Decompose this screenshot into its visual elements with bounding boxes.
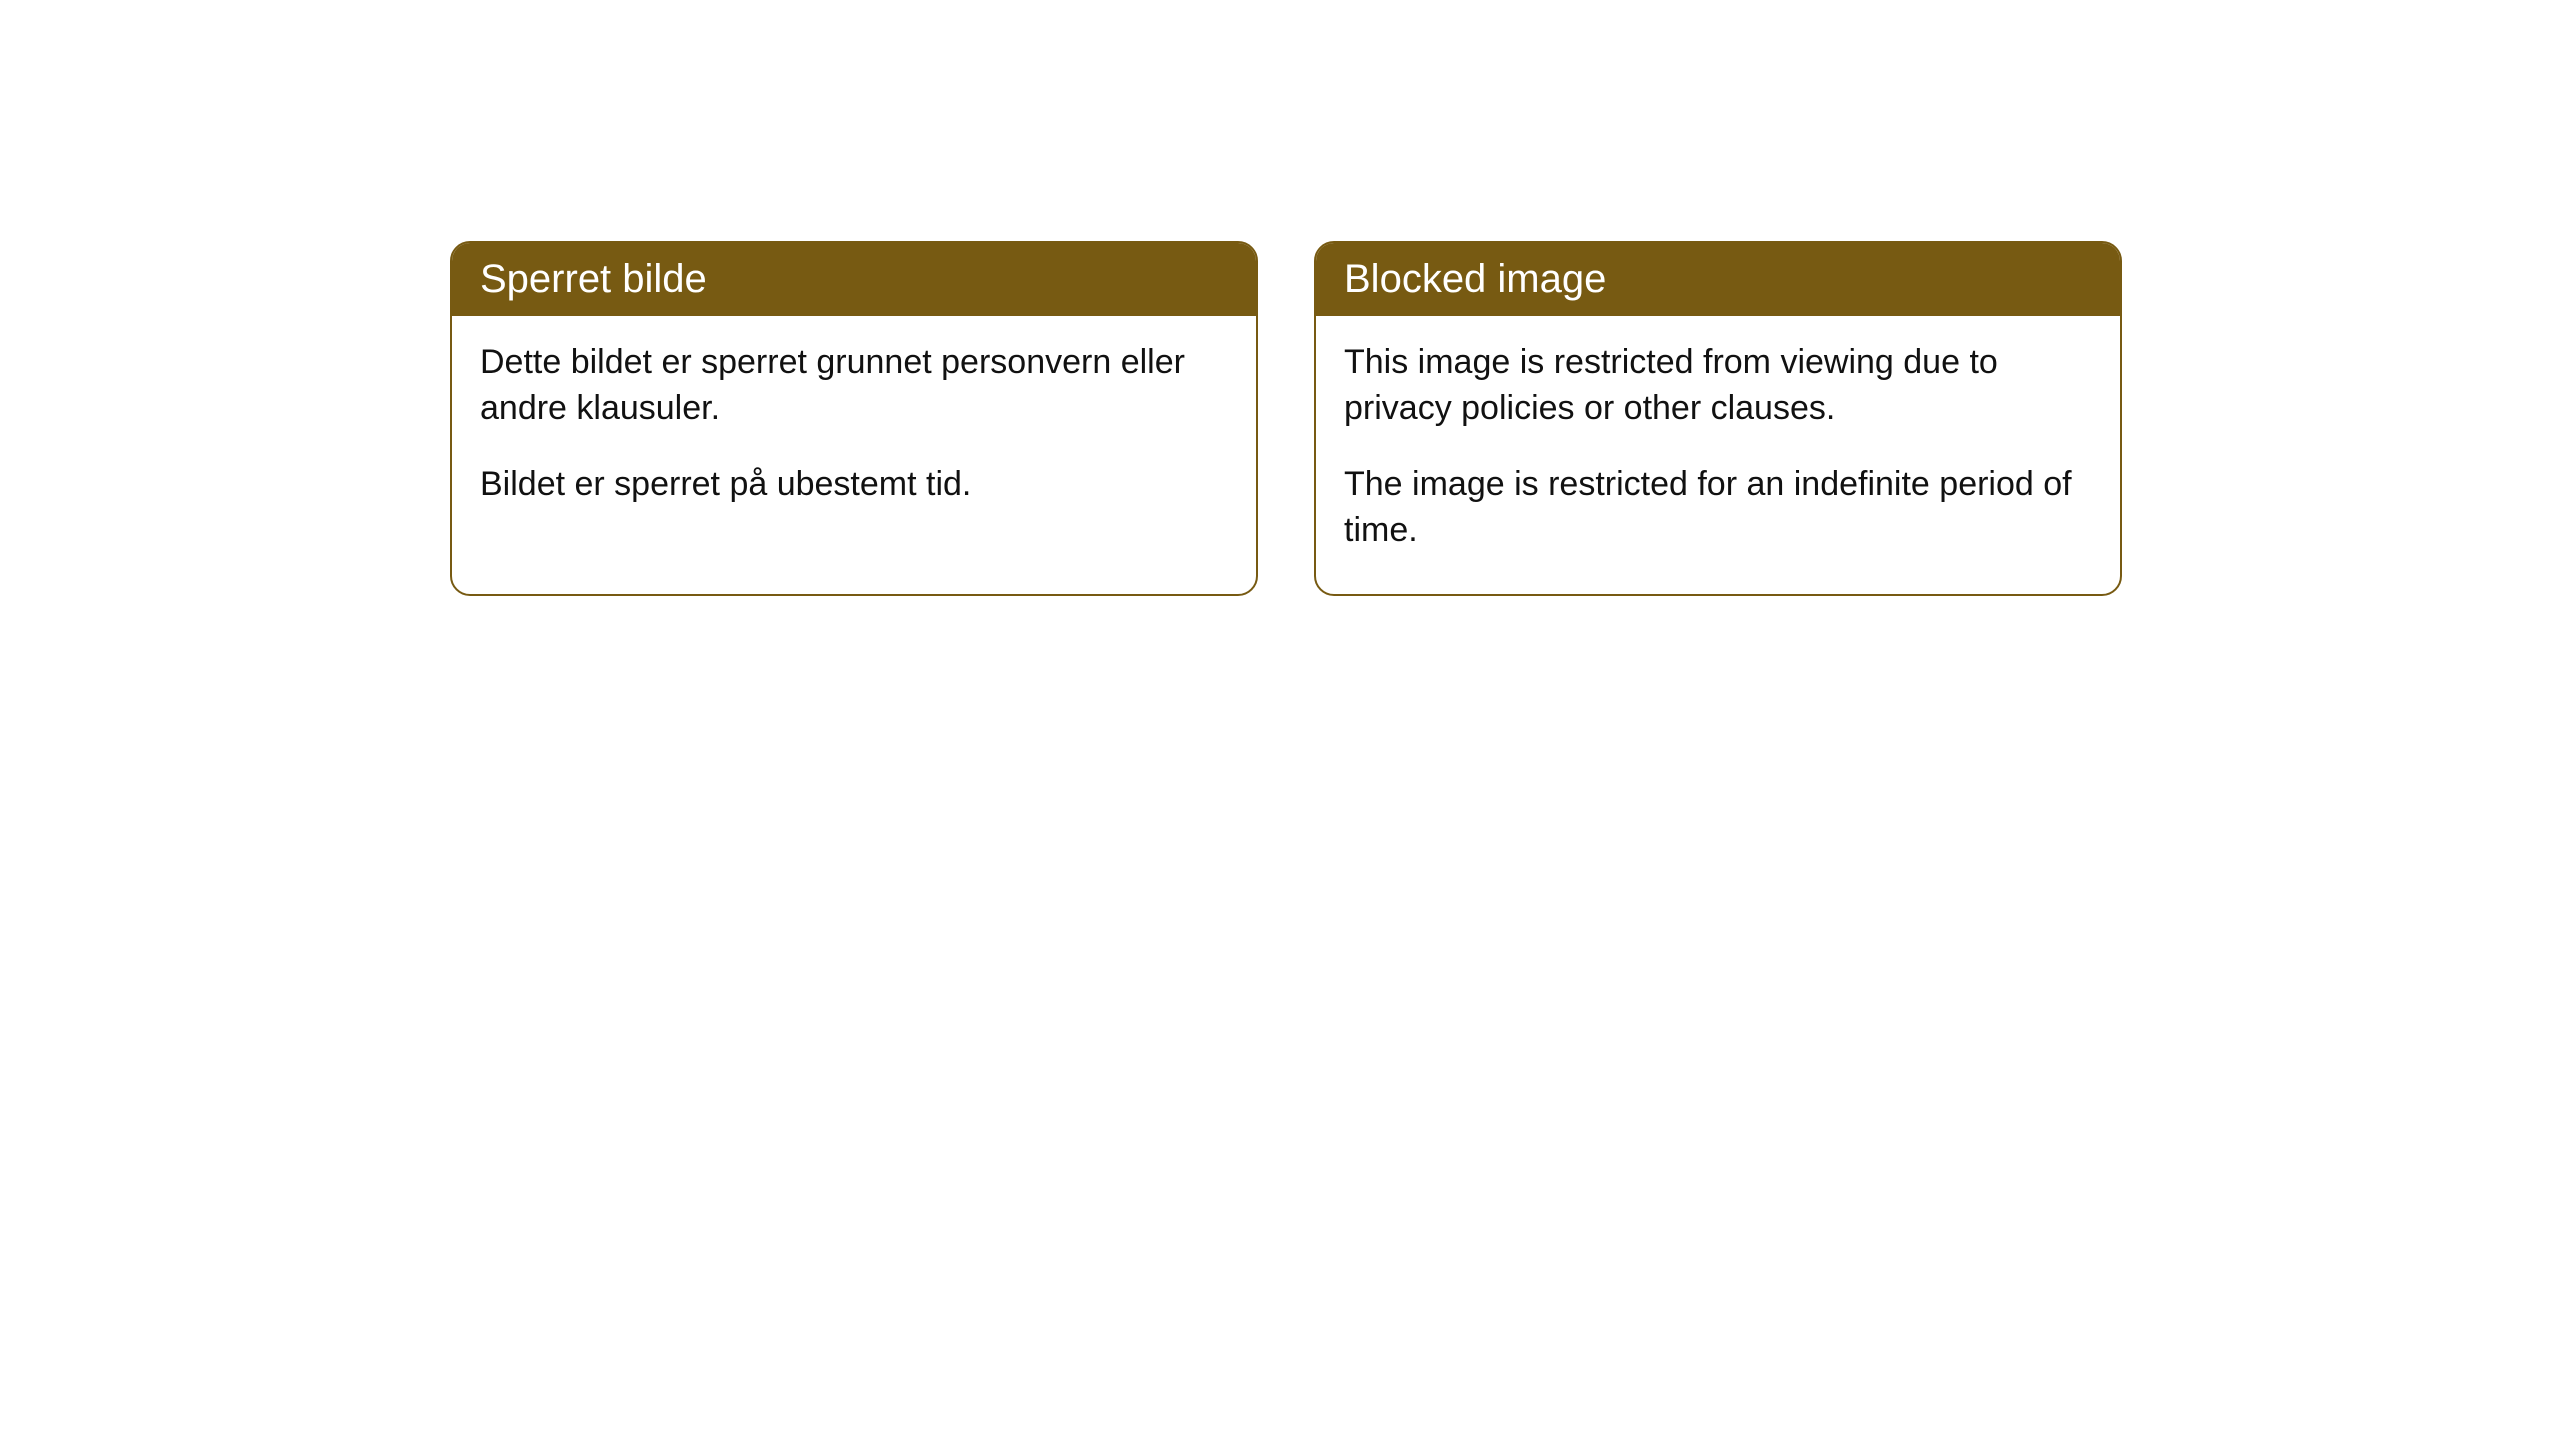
card-paragraph-2-english: The image is restricted for an indefinit…: [1344, 462, 2092, 554]
notice-container: Sperret bilde Dette bildet er sperret gr…: [0, 0, 2560, 596]
card-body-norwegian: Dette bildet er sperret grunnet personve…: [452, 316, 1256, 548]
card-paragraph-2-norwegian: Bildet er sperret på ubestemt tid.: [480, 462, 1228, 508]
card-title-norwegian: Sperret bilde: [452, 243, 1256, 316]
card-body-english: This image is restricted from viewing du…: [1316, 316, 2120, 594]
card-paragraph-1-english: This image is restricted from viewing du…: [1344, 340, 2092, 432]
card-title-english: Blocked image: [1316, 243, 2120, 316]
card-paragraph-1-norwegian: Dette bildet er sperret grunnet personve…: [480, 340, 1228, 432]
blocked-image-card-norwegian: Sperret bilde Dette bildet er sperret gr…: [450, 241, 1258, 596]
blocked-image-card-english: Blocked image This image is restricted f…: [1314, 241, 2122, 596]
